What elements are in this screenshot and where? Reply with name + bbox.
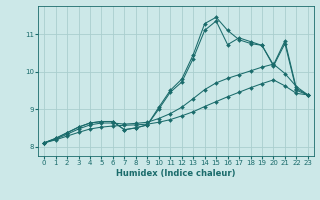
X-axis label: Humidex (Indice chaleur): Humidex (Indice chaleur)	[116, 169, 236, 178]
